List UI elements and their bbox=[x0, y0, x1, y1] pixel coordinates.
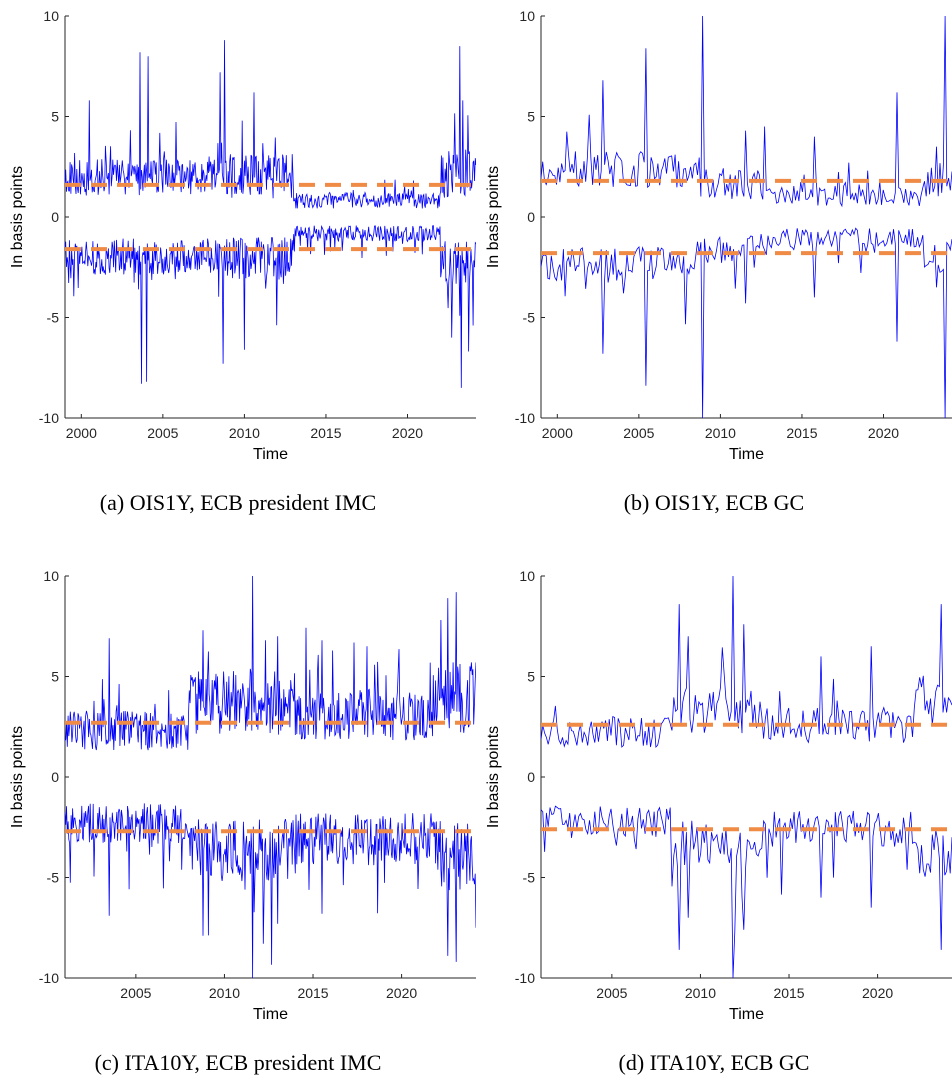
x-axis-label: Time bbox=[729, 1006, 764, 1023]
x-tick-label: 2015 bbox=[786, 425, 817, 441]
y-tick-label: -5 bbox=[47, 310, 60, 326]
x-tick-label: 2010 bbox=[209, 985, 240, 1001]
x-tick-label: 2005 bbox=[120, 985, 151, 1001]
chart-panel-b: -10 -5 0 5 10 2000 2005 2010 2015 2020 Time In basi… bbox=[476, 0, 952, 470]
caption-c: (c) ITA10Y, ECB president IMC bbox=[94, 1050, 382, 1075]
chart-a: -10 -5 0 5 10 2000 2005 2010 2015 2020 Time In basi… bbox=[9, 8, 476, 463]
plot-area bbox=[65, 576, 476, 978]
x-tick-label: 2015 bbox=[773, 985, 804, 1001]
x-axis-label: Time bbox=[729, 446, 764, 463]
series-lower-line bbox=[541, 227, 952, 418]
x-tick-label: 2005 bbox=[596, 985, 627, 1001]
y-tick-label: -10 bbox=[515, 410, 535, 426]
y-tick-label: 0 bbox=[51, 769, 59, 785]
y-tick-label: -10 bbox=[515, 970, 535, 986]
caption-d: (d) ITA10Y, ECB GC bbox=[618, 1050, 810, 1075]
y-tick-label: -5 bbox=[523, 870, 536, 886]
series-lower-line bbox=[65, 803, 476, 978]
y-tick-label: 5 bbox=[51, 109, 59, 125]
series-upper-line bbox=[65, 576, 476, 751]
y-tick-label: 5 bbox=[527, 109, 535, 125]
x-tick-label: 2020 bbox=[386, 985, 417, 1001]
x-tick-label: 2005 bbox=[623, 425, 654, 441]
chart-b: -10 -5 0 5 10 2000 2005 2010 2015 2020 Time In basi… bbox=[485, 8, 952, 463]
y-axis-label: In basis points bbox=[9, 166, 26, 268]
x-tick-label: 2000 bbox=[66, 425, 97, 441]
y-axis-label: In basis points bbox=[485, 726, 502, 828]
y-tick-label: 0 bbox=[527, 769, 535, 785]
x-tick-label: 2015 bbox=[310, 425, 341, 441]
series-lower-line bbox=[65, 224, 476, 388]
x-tick-label: 2010 bbox=[705, 425, 736, 441]
chart-c: -10 -5 0 5 10 2005 2010 2015 2020 Time In basis po… bbox=[9, 568, 476, 1023]
series-upper-line bbox=[541, 576, 952, 748]
y-tick-label: 10 bbox=[519, 8, 535, 24]
y-tick-label: -5 bbox=[47, 870, 60, 886]
chart-panel-d: -10 -5 0 5 10 2005 2010 2015 2020 Time In basis po… bbox=[476, 560, 952, 1030]
plot-area bbox=[541, 576, 952, 978]
y-tick-label: 0 bbox=[51, 209, 59, 225]
y-tick-label: -10 bbox=[39, 410, 59, 426]
y-tick-label: 10 bbox=[43, 568, 59, 584]
y-tick-label: 0 bbox=[527, 209, 535, 225]
x-tick-label: 2010 bbox=[685, 985, 716, 1001]
y-axis-label: In basis points bbox=[9, 726, 26, 828]
x-tick-label: 2010 bbox=[229, 425, 260, 441]
caption-b: (b) OIS1Y, ECB GC bbox=[623, 490, 805, 515]
y-tick-label: 10 bbox=[519, 568, 535, 584]
chart-d: -10 -5 0 5 10 2005 2010 2015 2020 Time In basis po… bbox=[485, 568, 952, 1023]
chart-panel-c: -10 -5 0 5 10 2005 2010 2015 2020 Time In basis po… bbox=[0, 560, 476, 1030]
x-tick-label: 2020 bbox=[862, 985, 893, 1001]
x-axis-label: Time bbox=[253, 1006, 288, 1023]
chart-panel-a: -10 -5 0 5 10 2000 2005 2010 2015 2020 Time In basi… bbox=[0, 0, 476, 470]
x-tick-label: 2020 bbox=[392, 425, 423, 441]
plot-area bbox=[65, 40, 476, 388]
x-tick-label: 2020 bbox=[868, 425, 899, 441]
x-tick-label: 2015 bbox=[297, 985, 328, 1001]
y-tick-label: -10 bbox=[39, 970, 59, 986]
series-lower-line bbox=[541, 805, 952, 978]
caption-a: (a) OIS1Y, ECB president IMC bbox=[99, 490, 377, 515]
x-tick-label: 2005 bbox=[147, 425, 178, 441]
y-tick-label: -5 bbox=[523, 310, 536, 326]
series-upper-line bbox=[65, 40, 476, 209]
y-tick-label: 5 bbox=[527, 669, 535, 685]
y-axis-label: In basis points bbox=[485, 166, 502, 268]
plot-area bbox=[541, 16, 952, 418]
x-tick-label: 2000 bbox=[542, 425, 573, 441]
series-upper-line bbox=[541, 16, 952, 208]
x-axis-label: Time bbox=[253, 446, 288, 463]
y-tick-label: 10 bbox=[43, 8, 59, 24]
y-tick-label: 5 bbox=[51, 669, 59, 685]
